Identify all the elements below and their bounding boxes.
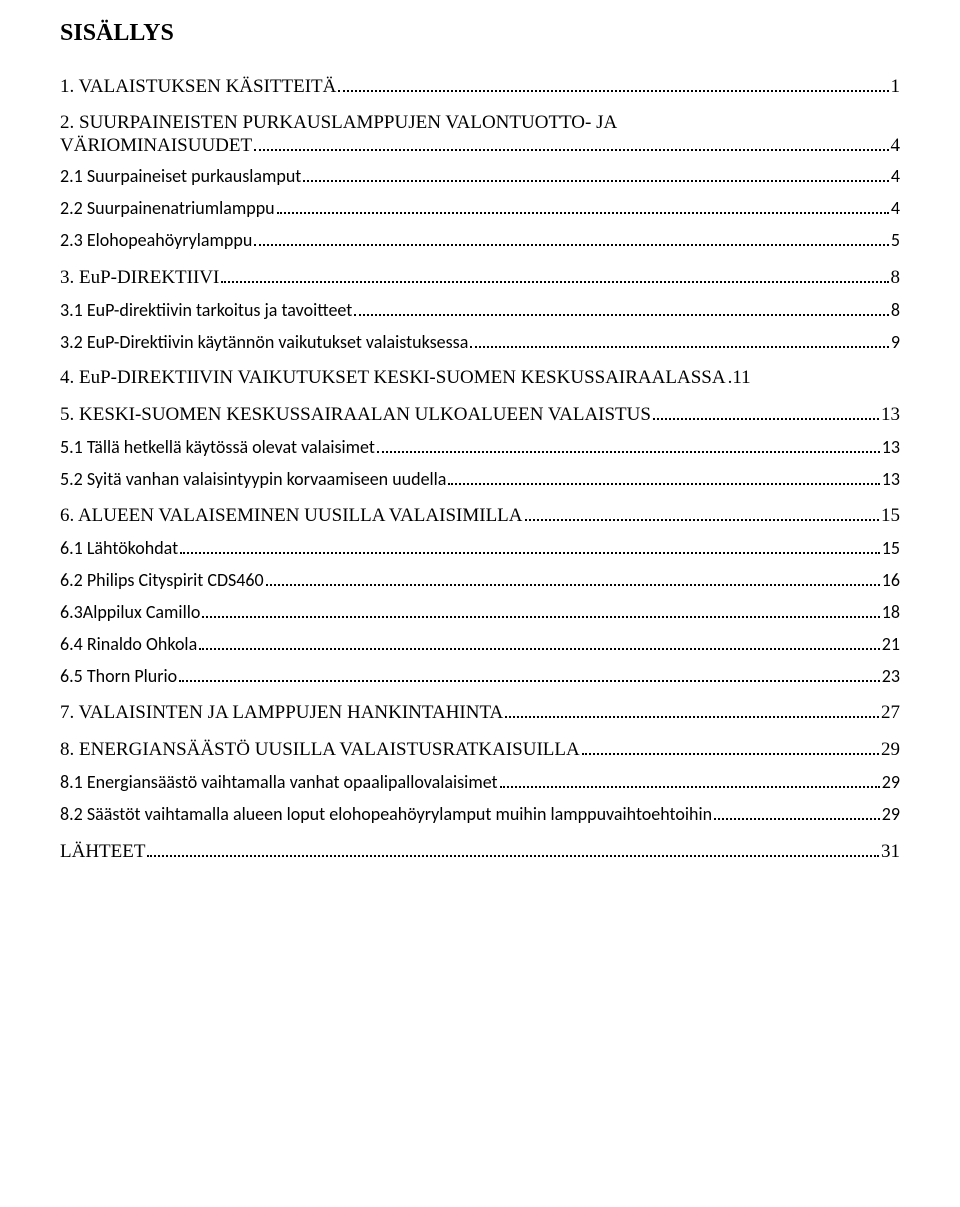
toc-label: 6.4 Rinaldo Ohkola bbox=[60, 633, 197, 655]
toc-page: 1 bbox=[891, 76, 901, 98]
toc-page: 23 bbox=[882, 665, 900, 687]
toc-label: 4. EuP-DIREKTIIVIN VAIKUTUKSET KESKI-SUO… bbox=[60, 367, 726, 389]
toc-label: 6.1 Lähtökohdat bbox=[60, 537, 178, 559]
toc-page: 15 bbox=[881, 505, 900, 527]
toc-entry: 8.2 Säästöt vaihtamalla alueen loput elo… bbox=[60, 803, 900, 825]
toc-page: 4 bbox=[891, 165, 900, 187]
toc-label-line1: 2. SUURPAINEISTEN PURKAUSLAMPPUJEN VALON… bbox=[60, 112, 900, 134]
toc-leader bbox=[653, 403, 879, 420]
toc-entry: 2.2 Suurpainenatriumlamppu 4 bbox=[60, 197, 900, 219]
toc-label: 7. VALAISINTEN JA LAMPPUJEN HANKINTAHINT… bbox=[60, 702, 503, 724]
toc-page: 27 bbox=[881, 702, 900, 724]
toc-leader bbox=[179, 666, 880, 682]
toc-label: 6.3Alppilux Camillo bbox=[60, 601, 200, 623]
toc-label: 8.2 Säästöt vaihtamalla alueen loput elo… bbox=[60, 803, 712, 825]
toc-page: 29 bbox=[882, 771, 900, 793]
toc-leader bbox=[303, 166, 889, 182]
toc-entry: 7. VALAISINTEN JA LAMPPUJEN HANKINTAHINT… bbox=[60, 701, 900, 724]
toc-label: 2.3 Elohopeahöyrylamppu bbox=[60, 229, 252, 251]
toc-entry: 5. KESKI-SUOMEN KESKUSSAIRAALAN ULKOALUE… bbox=[60, 403, 900, 426]
toc-leader bbox=[505, 701, 879, 718]
toc-entry: 6.4 Rinaldo Ohkola 21 bbox=[60, 633, 900, 655]
toc-entry: 6.3Alppilux Camillo 18 bbox=[60, 601, 900, 623]
toc-leader bbox=[221, 265, 888, 282]
toc-entry: 5.2 Syitä vanhan valaisintyypin korvaami… bbox=[60, 468, 900, 490]
toc-leader bbox=[266, 570, 880, 586]
toc-leader bbox=[448, 468, 879, 484]
toc-page: 31 bbox=[881, 841, 900, 863]
toc-page: 21 bbox=[882, 633, 900, 655]
toc-leader bbox=[277, 198, 889, 214]
toc-leader bbox=[377, 436, 880, 452]
toc-label: 5.2 Syitä vanhan valaisintyypin korvaami… bbox=[60, 468, 446, 490]
toc-label: 8. ENERGIANSÄÄSTÖ UUSILLA VALAISTUSRATKA… bbox=[60, 739, 580, 761]
toc-leader bbox=[147, 839, 879, 856]
toc-entry: 6.2 Philips Cityspirit CDS460 16 bbox=[60, 569, 900, 591]
toc-page: 8 bbox=[891, 299, 900, 321]
toc-entry: 3. EuP-DIREKTIIVI 8 bbox=[60, 265, 900, 288]
toc-page: .11 bbox=[728, 367, 751, 389]
toc-page: 8 bbox=[891, 267, 901, 289]
toc-label: 2.1 Suurpaineiset purkauslamput bbox=[60, 165, 301, 187]
toc-label: 5.1 Tällä hetkellä käytössä olevat valai… bbox=[60, 436, 375, 458]
toc-label: 2.2 Suurpainenatriumlamppu bbox=[60, 197, 275, 219]
toc-entry: 6.5 Thorn Plurio 23 bbox=[60, 665, 900, 687]
toc-entry: LÄHTEET 31 bbox=[60, 839, 900, 862]
toc-page: 4 bbox=[891, 135, 901, 157]
toc-page: 4 bbox=[891, 197, 900, 219]
toc-label-line2: VÄRIOMINAISUUDET bbox=[60, 135, 252, 157]
toc-entry: 8. ENERGIANSÄÄSTÖ UUSILLA VALAISTUSRATKA… bbox=[60, 738, 900, 761]
toc-leader bbox=[500, 772, 880, 788]
toc-leader bbox=[582, 738, 879, 755]
toc-entry: 2.3 Elohopeahöyrylamppu 5 bbox=[60, 229, 900, 251]
toc-leader bbox=[354, 299, 889, 315]
toc-leader bbox=[714, 804, 880, 820]
toc-label: 3. EuP-DIREKTIIVI bbox=[60, 267, 219, 289]
toc-leader bbox=[470, 331, 889, 347]
toc-page: 29 bbox=[881, 739, 900, 761]
toc-page: 13 bbox=[882, 468, 900, 490]
toc-label: 8.1 Energiansäästö vaihtamalla vanhat op… bbox=[60, 771, 498, 793]
toc-label: 3.1 EuP-direktiivin tarkoitus ja tavoitt… bbox=[60, 299, 352, 321]
toc-entry: 2.1 Suurpaineiset purkauslamput 4 bbox=[60, 165, 900, 187]
toc-label: LÄHTEET bbox=[60, 841, 145, 863]
toc-leader bbox=[199, 634, 880, 650]
toc-label: 1. VALAISTUKSEN KÄSITTEITÄ bbox=[60, 76, 336, 98]
toc-page: 29 bbox=[882, 803, 900, 825]
toc-page: 15 bbox=[882, 537, 900, 559]
toc-leader bbox=[202, 602, 879, 618]
document-page: SISÄLLYS 1. VALAISTUKSEN KÄSITTEITÄ 1 2.… bbox=[0, 0, 960, 913]
toc-label: 6.5 Thorn Plurio bbox=[60, 665, 177, 687]
toc-entry: 6.1 Lähtökohdat 15 bbox=[60, 537, 900, 559]
page-title: SISÄLLYS bbox=[60, 20, 900, 47]
toc-leader bbox=[254, 230, 889, 246]
toc-page: 13 bbox=[881, 404, 900, 426]
toc-label: 3.2 EuP-Direktiivin käytännön vaikutukse… bbox=[60, 331, 468, 353]
toc-entry: 3.1 EuP-direktiivin tarkoitus ja tavoitt… bbox=[60, 299, 900, 321]
toc-entry: 8.1 Energiansäästö vaihtamalla vanhat op… bbox=[60, 771, 900, 793]
toc-entry: 2. SUURPAINEISTEN PURKAUSLAMPPUJEN VALON… bbox=[60, 112, 900, 157]
toc-entry: 6. ALUEEN VALAISEMINEN UUSILLA VALAISIMI… bbox=[60, 504, 900, 527]
toc-page: 5 bbox=[891, 229, 900, 251]
toc-label: 6. ALUEEN VALAISEMINEN UUSILLA VALAISIMI… bbox=[60, 505, 523, 527]
toc-entry: 3.2 EuP-Direktiivin käytännön vaikutukse… bbox=[60, 331, 900, 353]
toc-entry: 5.1 Tällä hetkellä käytössä olevat valai… bbox=[60, 436, 900, 458]
toc-page: 16 bbox=[882, 569, 900, 591]
toc-entry: 1. VALAISTUKSEN KÄSITTEITÄ 1 bbox=[60, 75, 900, 98]
toc-leader bbox=[180, 538, 880, 554]
toc-leader bbox=[338, 75, 888, 92]
toc-page: 18 bbox=[882, 601, 900, 623]
toc-label: 5. KESKI-SUOMEN KESKUSSAIRAALAN ULKOALUE… bbox=[60, 404, 651, 426]
toc-page: 9 bbox=[891, 331, 900, 353]
toc-label: 6.2 Philips Cityspirit CDS460 bbox=[60, 569, 264, 591]
toc-leader bbox=[254, 134, 888, 151]
toc-page: 13 bbox=[882, 436, 900, 458]
toc-leader bbox=[525, 504, 879, 521]
toc-entry: 4. EuP-DIREKTIIVIN VAIKUTUKSET KESKI-SUO… bbox=[60, 367, 900, 389]
